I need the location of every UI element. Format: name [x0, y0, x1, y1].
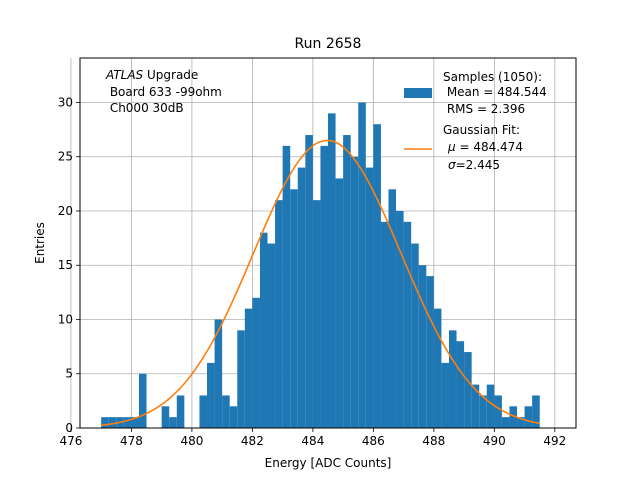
histogram-bar — [517, 417, 525, 428]
histogram-bar — [237, 330, 245, 428]
histogram-bar — [320, 145, 328, 429]
histogram-bar — [123, 417, 132, 428]
histogram-bar — [207, 362, 215, 428]
y-tick-label: 10 — [58, 312, 73, 326]
histogram-bar — [380, 221, 389, 428]
annotation-line-2: Board 633 -99ohm — [106, 85, 222, 99]
legend-sigma-symbol: σ — [448, 158, 456, 172]
legend-rms-label: RMS = 2.396 — [443, 102, 525, 116]
legend-fit-label: Gaussian Fit: — [443, 123, 520, 137]
histogram-bar — [229, 406, 238, 428]
histogram-bar — [244, 308, 253, 428]
histogram-bar — [131, 417, 139, 428]
histogram-bar — [101, 417, 109, 428]
y-tick-label: 30 — [58, 95, 73, 109]
legend-fit-sigma: σ=2.445 — [448, 158, 500, 172]
histogram-bar — [138, 373, 147, 428]
histogram-bar — [418, 265, 427, 428]
histogram-bar — [494, 395, 502, 428]
annotation-line-3: Ch000 30dB — [106, 101, 184, 115]
histogram-bar — [222, 395, 230, 428]
histogram-bar — [448, 330, 457, 428]
histogram-bar — [297, 167, 306, 428]
histogram-bar — [388, 189, 397, 428]
x-tick-label: 478 — [120, 434, 143, 448]
histogram-bar — [199, 395, 208, 428]
histogram-bar — [456, 341, 465, 428]
x-tick-label: 492 — [543, 434, 566, 448]
histogram-bar — [486, 384, 495, 428]
histogram-bar — [373, 124, 381, 428]
y-tick-label: 5 — [65, 367, 73, 381]
histogram-bar — [275, 200, 283, 428]
x-axis-label: Energy [ADC Counts] — [265, 456, 392, 470]
y-axis-label: Entries — [33, 222, 47, 264]
histogram-bar — [396, 210, 404, 428]
x-tick-label: 484 — [301, 434, 324, 448]
gaussian-fit — [101, 139, 540, 427]
legend-mu-symbol: μ — [447, 140, 456, 154]
histogram-bar — [108, 417, 117, 428]
legend-samples-label: Samples (1050): — [443, 70, 542, 84]
legend: Samples (1050): Mean = 484.544 RMS = 2.3… — [404, 70, 547, 172]
x-tick-label: 490 — [483, 434, 506, 448]
legend-samples-swatch — [404, 88, 432, 98]
plot-frame — [79, 57, 577, 429]
y-tick-label: 15 — [58, 258, 73, 272]
histogram-bar — [509, 406, 518, 428]
legend-sigma-value: =2.445 — [456, 158, 500, 172]
x-tick-label: 476 — [59, 434, 82, 448]
axis-ticks: 476 478 480 482 484 486 488 490 492 0 5 10 15 20 25 30 — [58, 95, 567, 448]
histogram-bar — [365, 167, 374, 428]
x-tick-label: 482 — [241, 434, 264, 448]
histogram-bar — [161, 406, 170, 428]
histogram-bar — [176, 395, 185, 428]
histogram-bar — [471, 384, 480, 428]
histogram-bar — [282, 145, 291, 429]
annotation-line-1: ATLAS Upgrade — [105, 68, 198, 82]
histogram-bar — [358, 102, 366, 428]
y-tick-label: 25 — [58, 150, 73, 164]
histogram-bar — [479, 395, 487, 428]
x-tick-label: 486 — [362, 434, 385, 448]
histogram-bars — [101, 102, 540, 429]
legend-mu-value: = 484.474 — [456, 140, 523, 154]
histogram-bar — [312, 200, 321, 428]
histogram-bar — [335, 178, 344, 428]
histogram-bar — [267, 243, 276, 428]
x-tick-label: 480 — [180, 434, 203, 448]
y-tick-label: 0 — [65, 421, 73, 435]
histogram-bar — [169, 417, 177, 428]
histogram-bar — [433, 308, 442, 428]
histogram-bar — [403, 221, 412, 428]
histogram-bar — [343, 135, 351, 428]
annotation-block: ATLAS Upgrade Board 633 -99ohm Ch000 30d… — [105, 68, 222, 115]
x-tick-label: 488 — [422, 434, 445, 448]
histogram-bar — [305, 135, 313, 428]
histogram-bar — [411, 243, 419, 428]
histogram-bar — [441, 362, 449, 428]
histogram-bar — [350, 156, 359, 428]
histogram-bar — [328, 113, 336, 428]
histogram-bar — [532, 395, 540, 428]
annotation-upgrade: Upgrade — [143, 68, 198, 82]
annotation-atlas: ATLAS — [105, 68, 144, 82]
gaussian-fit-curve — [101, 139, 540, 427]
histogram-bar — [426, 276, 434, 428]
histogram-bar — [464, 352, 472, 428]
histogram-bar — [214, 319, 223, 428]
legend-mean-label: Mean = 484.544 — [443, 85, 547, 99]
histogram-bar — [524, 406, 533, 428]
histogram-bar — [252, 297, 260, 428]
histogram-bar — [501, 417, 510, 428]
y-tick-label: 20 — [58, 204, 73, 218]
histogram-bar — [290, 189, 298, 428]
histogram-bar — [259, 232, 268, 428]
legend-fit-mu: μ = 484.474 — [447, 140, 523, 154]
chart-title: Run 2658 — [295, 36, 362, 52]
